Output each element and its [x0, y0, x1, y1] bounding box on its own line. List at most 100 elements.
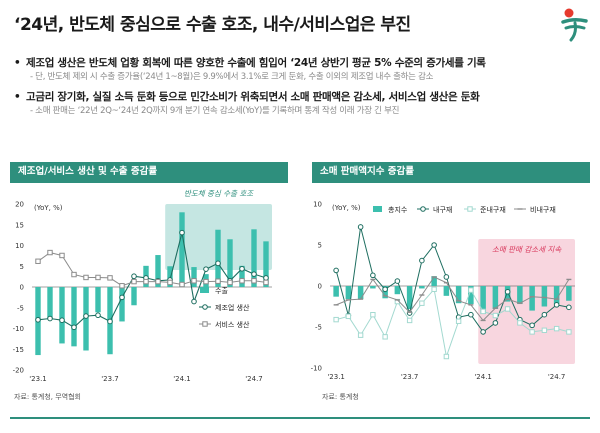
- bullet-1-sub: - 단, 반도체 제외 시 수출 증가율(‘24년 1~8월)은 9.9%에서 …: [30, 72, 434, 82]
- point-내구재: [333, 267, 339, 274]
- point-제조업 생산: [179, 229, 185, 236]
- y-tick-label: -5: [17, 304, 24, 312]
- y-tick-label: 10: [313, 201, 322, 209]
- point-제조업 생산: [71, 324, 77, 331]
- y-tick-label: -15: [13, 346, 24, 354]
- bar-총지수: [492, 286, 499, 309]
- bar-총지수: [333, 286, 339, 297]
- point-준내구재: [566, 329, 572, 335]
- point-내구재: [357, 224, 364, 230]
- point-서비스 생산: [203, 278, 209, 285]
- x-tick-label: '23.1: [327, 373, 345, 381]
- point-제조업 생산: [131, 273, 137, 280]
- chart-left-annotation: 반도체 중심 수출 호조: [184, 189, 254, 198]
- point-준내구재: [468, 287, 474, 293]
- point-내구재: [382, 286, 388, 293]
- point-준내구재: [517, 320, 523, 326]
- point-내구재: [492, 320, 499, 326]
- point-내구재: [553, 302, 560, 308]
- x-tick-label: '24.7: [245, 375, 263, 383]
- legend-marker-서비스 생산: [202, 321, 208, 327]
- legend-marker-제조업 생산: [202, 304, 208, 310]
- y-tick-label: 0: [20, 284, 24, 292]
- point-준내구재: [431, 286, 437, 292]
- point-서비스 생산: [179, 281, 185, 288]
- bar-총지수: [419, 286, 425, 289]
- point-준내구재: [370, 312, 376, 318]
- bar-수출: [191, 267, 197, 287]
- bar-수출: [71, 287, 77, 347]
- point-내구재: [529, 322, 535, 329]
- logo-icon: [561, 8, 588, 42]
- point-준내구재: [382, 334, 388, 340]
- point-준내구재: [419, 300, 425, 306]
- y-tick-label: 10: [15, 242, 24, 250]
- point-제조업 생산: [251, 271, 257, 277]
- point-준내구재: [553, 325, 560, 332]
- bar-총지수: [553, 286, 560, 305]
- point-서비스 생산: [119, 283, 125, 289]
- point-제조업 생산: [119, 294, 125, 301]
- x-tick-label: '24.1: [173, 375, 191, 383]
- y-tick-label: -20: [13, 367, 24, 375]
- point-제조업 생산: [83, 313, 89, 319]
- bar-총지수: [566, 286, 572, 301]
- point-서비스 생산: [107, 275, 113, 281]
- bar-수출: [263, 241, 269, 287]
- legend-marker-준내구재: [467, 206, 473, 212]
- legend-label: 총지수: [388, 205, 408, 214]
- point-준내구재: [541, 327, 548, 333]
- point-제조업 생산: [191, 298, 197, 305]
- legend-label: 수출: [215, 286, 228, 295]
- point-서비스 생산: [143, 278, 149, 285]
- x-tick-label: '24.1: [474, 373, 492, 381]
- bar-수출: [95, 287, 101, 313]
- chart-right: 소매 판매 감소세 지속 -10 -5 0 5 10 (YoY, %) '23.1 '23.7 '…: [311, 201, 575, 381]
- point-내구재: [566, 304, 572, 311]
- y-tick-label: 5: [20, 263, 24, 271]
- point-서비스 생산: [47, 249, 53, 256]
- bar-총지수: [541, 286, 548, 307]
- point-내구재: [443, 274, 450, 280]
- point-제조업 생산: [239, 265, 245, 272]
- point-제조업 생산: [47, 315, 53, 322]
- bar-총지수: [517, 286, 523, 305]
- left-source: 자료: 통계청, 무역협회: [14, 393, 81, 401]
- point-내구재: [419, 257, 425, 264]
- point-제조업 생산: [35, 316, 41, 323]
- point-서비스 생산: [71, 271, 77, 278]
- unit-label: (YoY, %): [34, 204, 63, 212]
- y-tick-label: 0: [318, 283, 322, 291]
- bar-수출: [239, 265, 245, 287]
- legend-marker-내구재: [420, 206, 426, 212]
- x-tick-label: '23.7: [401, 373, 419, 381]
- point-제조업 생산: [95, 312, 101, 319]
- point-서비스 생산: [191, 278, 197, 284]
- left-panel-title: 제조업/서비스 생산 및 수출 증감률: [10, 162, 288, 182]
- y-tick-label: 15: [15, 221, 24, 229]
- y-tick-label: 5: [318, 242, 322, 250]
- point-서비스 생산: [227, 279, 233, 286]
- bar-수출: [215, 229, 221, 287]
- y-tick-label: -10: [13, 325, 24, 333]
- point-내구재: [394, 278, 401, 284]
- legend-swatch-총지수: [373, 206, 382, 212]
- point-준내구재: [443, 353, 450, 360]
- legend-label: 서비스 생산: [215, 320, 250, 329]
- unit-label: (YoY, %): [332, 204, 361, 212]
- right-source: 자료: 통계청: [322, 393, 359, 401]
- point-제조업 생산: [215, 260, 221, 267]
- bullet-2: • 고금리 장기화, 실질 소득 둔화 등으로 민간소비가 위축되면서 소매 판매…: [14, 91, 480, 103]
- point-준내구재: [492, 312, 499, 319]
- point-서비스 생산: [155, 278, 161, 285]
- point-제조업 생산: [107, 318, 113, 325]
- chart-right-annotation: 소매 판매 감소세 지속: [492, 245, 562, 254]
- point-서비스 생산: [239, 278, 245, 284]
- y-tick-label: 20: [15, 201, 24, 209]
- point-내구재: [480, 329, 486, 335]
- point-내구재: [431, 242, 437, 248]
- point-서비스 생산: [263, 279, 269, 286]
- point-준내구재: [357, 332, 364, 338]
- bar-수출: [227, 239, 233, 287]
- bottom-divider: [10, 417, 590, 419]
